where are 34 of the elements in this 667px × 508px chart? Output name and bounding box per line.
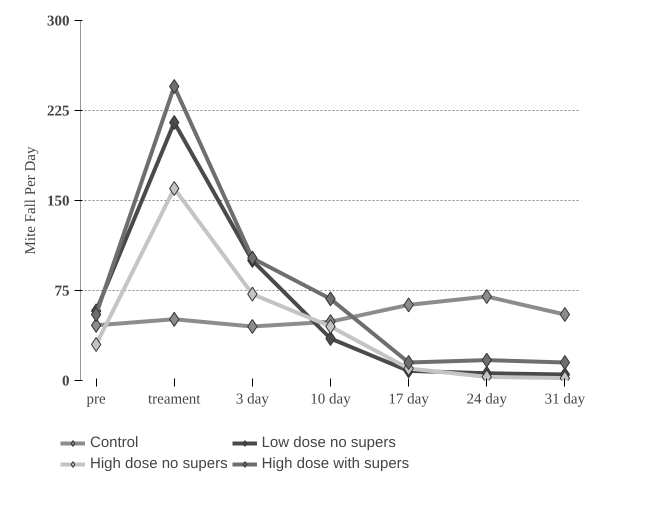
legend-label: Low dose no supers <box>262 434 396 451</box>
point <box>403 297 414 312</box>
point <box>169 181 180 196</box>
point <box>247 250 258 266</box>
legend-label: High dose with supers <box>262 455 410 472</box>
y-tick-label: 300 <box>47 14 70 30</box>
point <box>90 337 102 352</box>
point <box>247 319 258 334</box>
point <box>90 318 102 333</box>
legend-label: High dose no supers <box>90 455 228 472</box>
x-tick-label: 24 day <box>466 392 508 408</box>
y-tick-label: 0 <box>62 374 70 390</box>
x-tick-label: 17 day <box>388 392 430 408</box>
x-tick-label: 10 day <box>310 392 352 408</box>
point <box>325 331 336 346</box>
legend-label: Control <box>90 434 138 451</box>
point <box>90 307 102 322</box>
y-tick-label: 75 <box>54 284 70 300</box>
point <box>247 286 258 302</box>
x-tick-label: 3 day <box>236 392 270 408</box>
y-tick-label: 150 <box>47 194 70 210</box>
point <box>560 355 570 370</box>
y-tick-label: 225 <box>47 104 70 120</box>
x-tick-label: pre <box>86 392 106 408</box>
point <box>169 115 180 130</box>
point <box>325 319 336 334</box>
point <box>403 355 414 370</box>
x-tick-label: treament <box>148 392 202 408</box>
point <box>482 289 492 304</box>
point <box>325 291 336 306</box>
point <box>169 79 180 94</box>
x-tick-label: 31 day <box>544 392 586 408</box>
point <box>560 307 570 322</box>
y-axis-title: Mite Fall Per Day <box>23 146 39 254</box>
